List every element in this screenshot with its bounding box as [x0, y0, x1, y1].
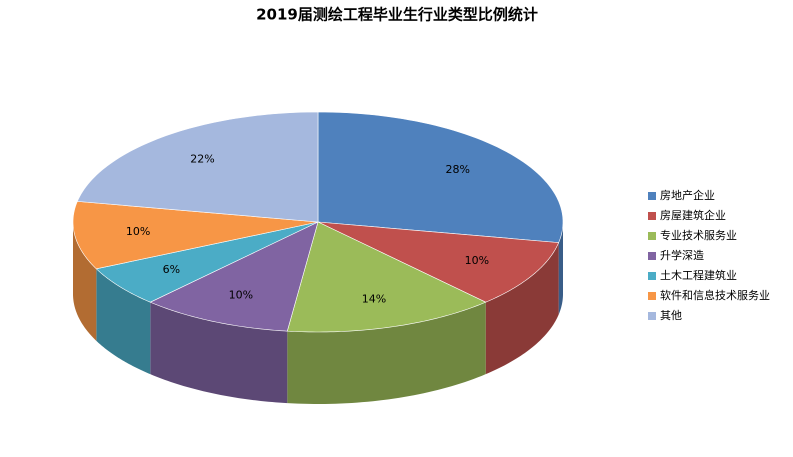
legend-label: 土木工程建筑业: [660, 268, 737, 282]
slice-side: [96, 268, 151, 375]
legend-swatch: [648, 292, 656, 300]
data-label: 22%: [190, 152, 214, 165]
legend-label: 其他: [660, 309, 682, 322]
legend-label: 软件和信息技术服务业: [660, 288, 770, 302]
legend-swatch: [648, 212, 656, 220]
slice-side: [558, 222, 563, 315]
slice-side: [287, 302, 486, 404]
slice: [95, 221, 319, 303]
legend-label: 升学深造: [660, 248, 704, 262]
slice-side: [485, 242, 559, 375]
legend-label: 房屋建筑企业: [660, 208, 726, 222]
slice: [317, 111, 564, 243]
legend-swatch: [648, 272, 656, 280]
slice-side: [73, 222, 97, 341]
legend-swatch: [648, 252, 656, 260]
data-label: 10%: [465, 254, 489, 267]
legend-swatch: [648, 232, 656, 240]
chart-title: 2019届测绘工程毕业生行业类型比例统计: [256, 6, 538, 24]
slice: [317, 221, 560, 303]
data-label: 14%: [362, 292, 386, 305]
data-label: 10%: [126, 225, 150, 238]
legend-swatch: [648, 312, 656, 320]
slice-side: [150, 302, 288, 404]
legend-label: 专业技术服务业: [660, 228, 737, 242]
slice: [286, 221, 487, 333]
data-label: 10%: [229, 289, 253, 302]
slice: [76, 111, 319, 223]
slice: [149, 221, 319, 332]
data-label: 28%: [445, 163, 469, 176]
data-label: 6%: [163, 263, 180, 276]
legend-label: 房地产企业: [660, 188, 715, 202]
slice: [72, 201, 319, 270]
legend-swatch: [648, 192, 656, 200]
